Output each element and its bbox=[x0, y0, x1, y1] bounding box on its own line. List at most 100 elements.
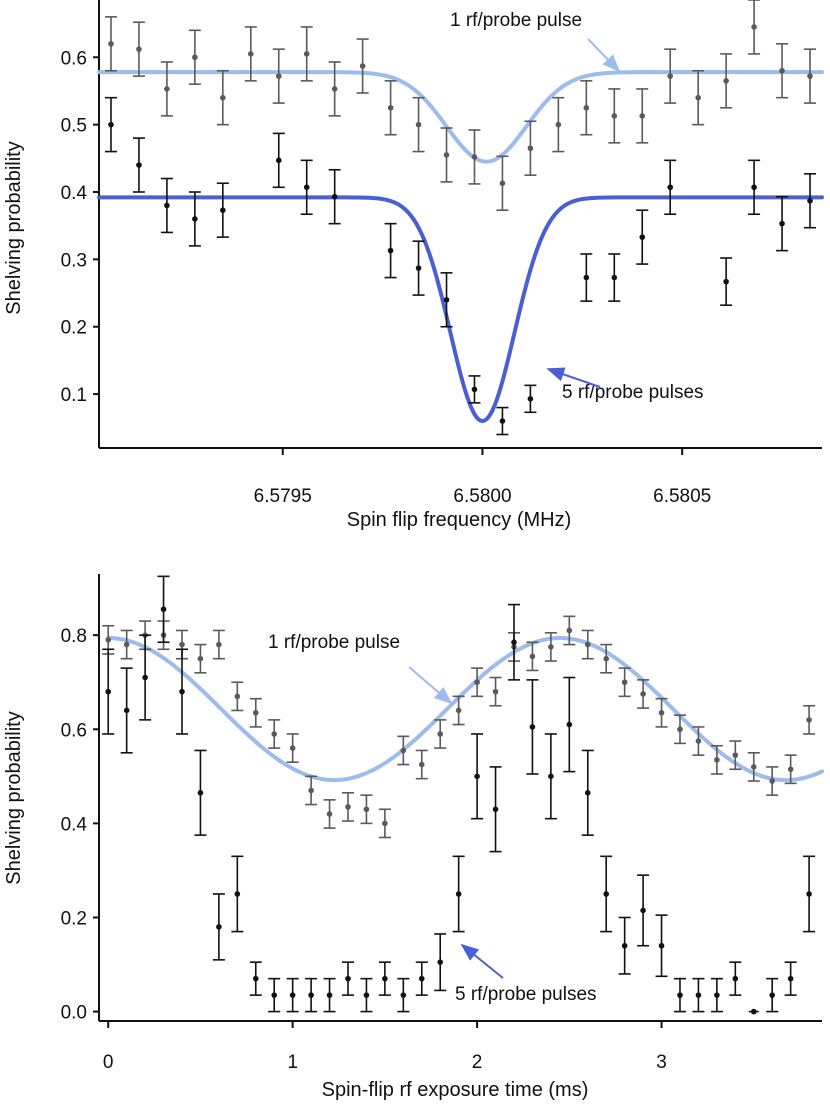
series-1-pulse-point bbox=[104, 16, 117, 72]
series-1-pulse-point bbox=[120, 629, 133, 660]
annotation-1-pulse: 1 rf/probe pulse bbox=[268, 632, 400, 653]
series-5-pulses-point bbox=[524, 384, 537, 414]
annotation-5-pulses: 5 rf/probe pulses bbox=[455, 984, 597, 1005]
fit-curve-1-rf-probe-pulse-fit bbox=[106, 635, 824, 783]
series-1-pulse-point bbox=[489, 676, 502, 707]
series-5-pulses-point bbox=[784, 961, 797, 996]
series-1-pulse-point bbox=[397, 735, 410, 766]
series-1-pulse-point bbox=[563, 615, 576, 646]
series-1-pulse-point bbox=[194, 643, 207, 674]
series-5-pulses-point bbox=[104, 96, 117, 153]
x-tick-label: 3 bbox=[656, 1052, 667, 1073]
y-tick-label: 0.0 bbox=[61, 1003, 87, 1024]
series-1-pulse-point bbox=[216, 69, 229, 126]
series-5-pulses-point bbox=[160, 177, 173, 234]
series-5-pulses-point bbox=[440, 272, 453, 328]
fit-curve-5-rf-probe-pulses-fit bbox=[97, 195, 824, 424]
series-1-pulse-point bbox=[378, 808, 391, 839]
series-5-pulses-point bbox=[544, 733, 557, 820]
series-5-pulses-point bbox=[231, 855, 244, 933]
chart-top-frequency-scan: 0.1 0.2 0.3 0.4 0.5 0.6 6.5795 6.5800 6.5805 Spi… bbox=[3, 0, 824, 531]
series-1-pulse-point bbox=[766, 766, 779, 796]
series-5-pulses-point bbox=[120, 667, 133, 754]
annotation-5-pulses-arrow bbox=[546, 367, 601, 388]
y-tick-label: 0.6 bbox=[61, 720, 87, 741]
x-tick-label: 2 bbox=[472, 1052, 483, 1073]
series-1-pulse-point bbox=[692, 69, 705, 126]
series-1-pulse-point bbox=[440, 127, 453, 183]
series-5-pulses-point bbox=[526, 679, 539, 775]
y-tick-label: 0.4 bbox=[61, 183, 88, 204]
series-1-pulse-point bbox=[323, 799, 336, 829]
chart-bottom-rabi-oscillation: 0.0 0.2 0.4 0.6 0.8 0 1 2 3 Spin-flip rf exposur… bbox=[3, 574, 824, 1101]
series-5-pulses-point bbox=[580, 253, 593, 302]
series-1-pulse-point bbox=[360, 794, 373, 825]
series-5-pulses-point bbox=[803, 855, 816, 933]
series-5-pulses-point bbox=[175, 648, 188, 735]
series-1-pulse-point bbox=[544, 632, 557, 662]
annotation-5-pulses-arrow bbox=[460, 943, 504, 979]
series-1-pulse-point bbox=[305, 775, 318, 806]
series-5-pulses-point bbox=[581, 749, 594, 836]
series-1-pulse-point bbox=[600, 643, 613, 674]
series-1-pulse-point bbox=[636, 88, 649, 144]
series-1-pulse-point bbox=[452, 695, 465, 726]
series-1-pulse-point bbox=[341, 791, 354, 822]
series-5-pulses-point bbox=[600, 855, 613, 933]
series-5-pulses-point bbox=[286, 977, 299, 1013]
series-5-pulses-point bbox=[636, 209, 649, 265]
annotation-1-pulse: 1 rf/probe pulse bbox=[450, 10, 582, 31]
series-5-pulses-point bbox=[776, 195, 789, 252]
series-5-pulses-point bbox=[157, 575, 170, 644]
series-1-pulse-point bbox=[526, 641, 539, 672]
series-1-pulse-point bbox=[286, 733, 299, 764]
series-1-pulse-point bbox=[268, 719, 281, 749]
series-1-pulse-point bbox=[468, 129, 481, 185]
series-1-pulse-point bbox=[496, 155, 509, 211]
series-5-pulses-point bbox=[563, 676, 576, 773]
series-1-pulse-point bbox=[720, 53, 733, 109]
series-5-pulses-point bbox=[249, 961, 262, 996]
series-5-pulses-point bbox=[710, 977, 723, 1013]
series-5-pulses-point bbox=[748, 1008, 759, 1015]
y-tick-label: 0.3 bbox=[61, 250, 87, 271]
series-5-pulses-point bbox=[748, 159, 761, 216]
series-5-pulses-point bbox=[216, 182, 229, 238]
series-1-pulse-point bbox=[608, 88, 621, 144]
series-5-pulses-point bbox=[132, 137, 145, 193]
annotation-1-pulse-arrow bbox=[587, 38, 621, 73]
series-5-pulses-point bbox=[434, 933, 447, 992]
series-5-pulses-point bbox=[692, 977, 705, 1013]
series-1-pulse-point bbox=[356, 38, 369, 94]
series-5-pulses-point bbox=[608, 253, 621, 302]
y-tick-label: 0.2 bbox=[61, 908, 87, 929]
series-1-pulse-point bbox=[471, 667, 484, 698]
y-tick-label: 0.8 bbox=[61, 626, 87, 647]
x-tick-label: 6.5800 bbox=[453, 486, 511, 507]
y-tick-label: 0.2 bbox=[61, 318, 87, 339]
series-5-pulses-point bbox=[305, 977, 318, 1013]
series-5-pulses-point bbox=[496, 406, 509, 436]
series-5-pulses-point bbox=[360, 977, 373, 1013]
series-5-pulses-point bbox=[300, 159, 313, 216]
series-5-pulses-point bbox=[489, 766, 502, 853]
series-1-pulse-point bbox=[552, 96, 565, 153]
series-1-pulse-point bbox=[729, 740, 742, 771]
series-1-pulse-point bbox=[637, 679, 650, 709]
series-1-pulse-point bbox=[747, 751, 760, 782]
series-5-pulses-point bbox=[471, 733, 484, 820]
series-5-pulses-point bbox=[194, 749, 207, 836]
series-1-pulse-point bbox=[244, 26, 257, 82]
series-5-pulses-point bbox=[468, 375, 481, 404]
series-1-pulse-point bbox=[748, 0, 761, 55]
series-5-pulses-point bbox=[397, 977, 410, 1013]
series-5-pulses-point bbox=[341, 961, 354, 996]
series-1-pulse-point bbox=[784, 754, 797, 785]
series-1-pulse-point bbox=[300, 26, 313, 82]
x-axis-title: Spin flip frequency (MHz) bbox=[347, 509, 572, 531]
series-1-pulse-point bbox=[655, 697, 668, 728]
series-5-pulses-point bbox=[664, 159, 677, 216]
x-tick-label: 6.5805 bbox=[653, 486, 711, 507]
series-5-pulses-point bbox=[673, 977, 686, 1013]
